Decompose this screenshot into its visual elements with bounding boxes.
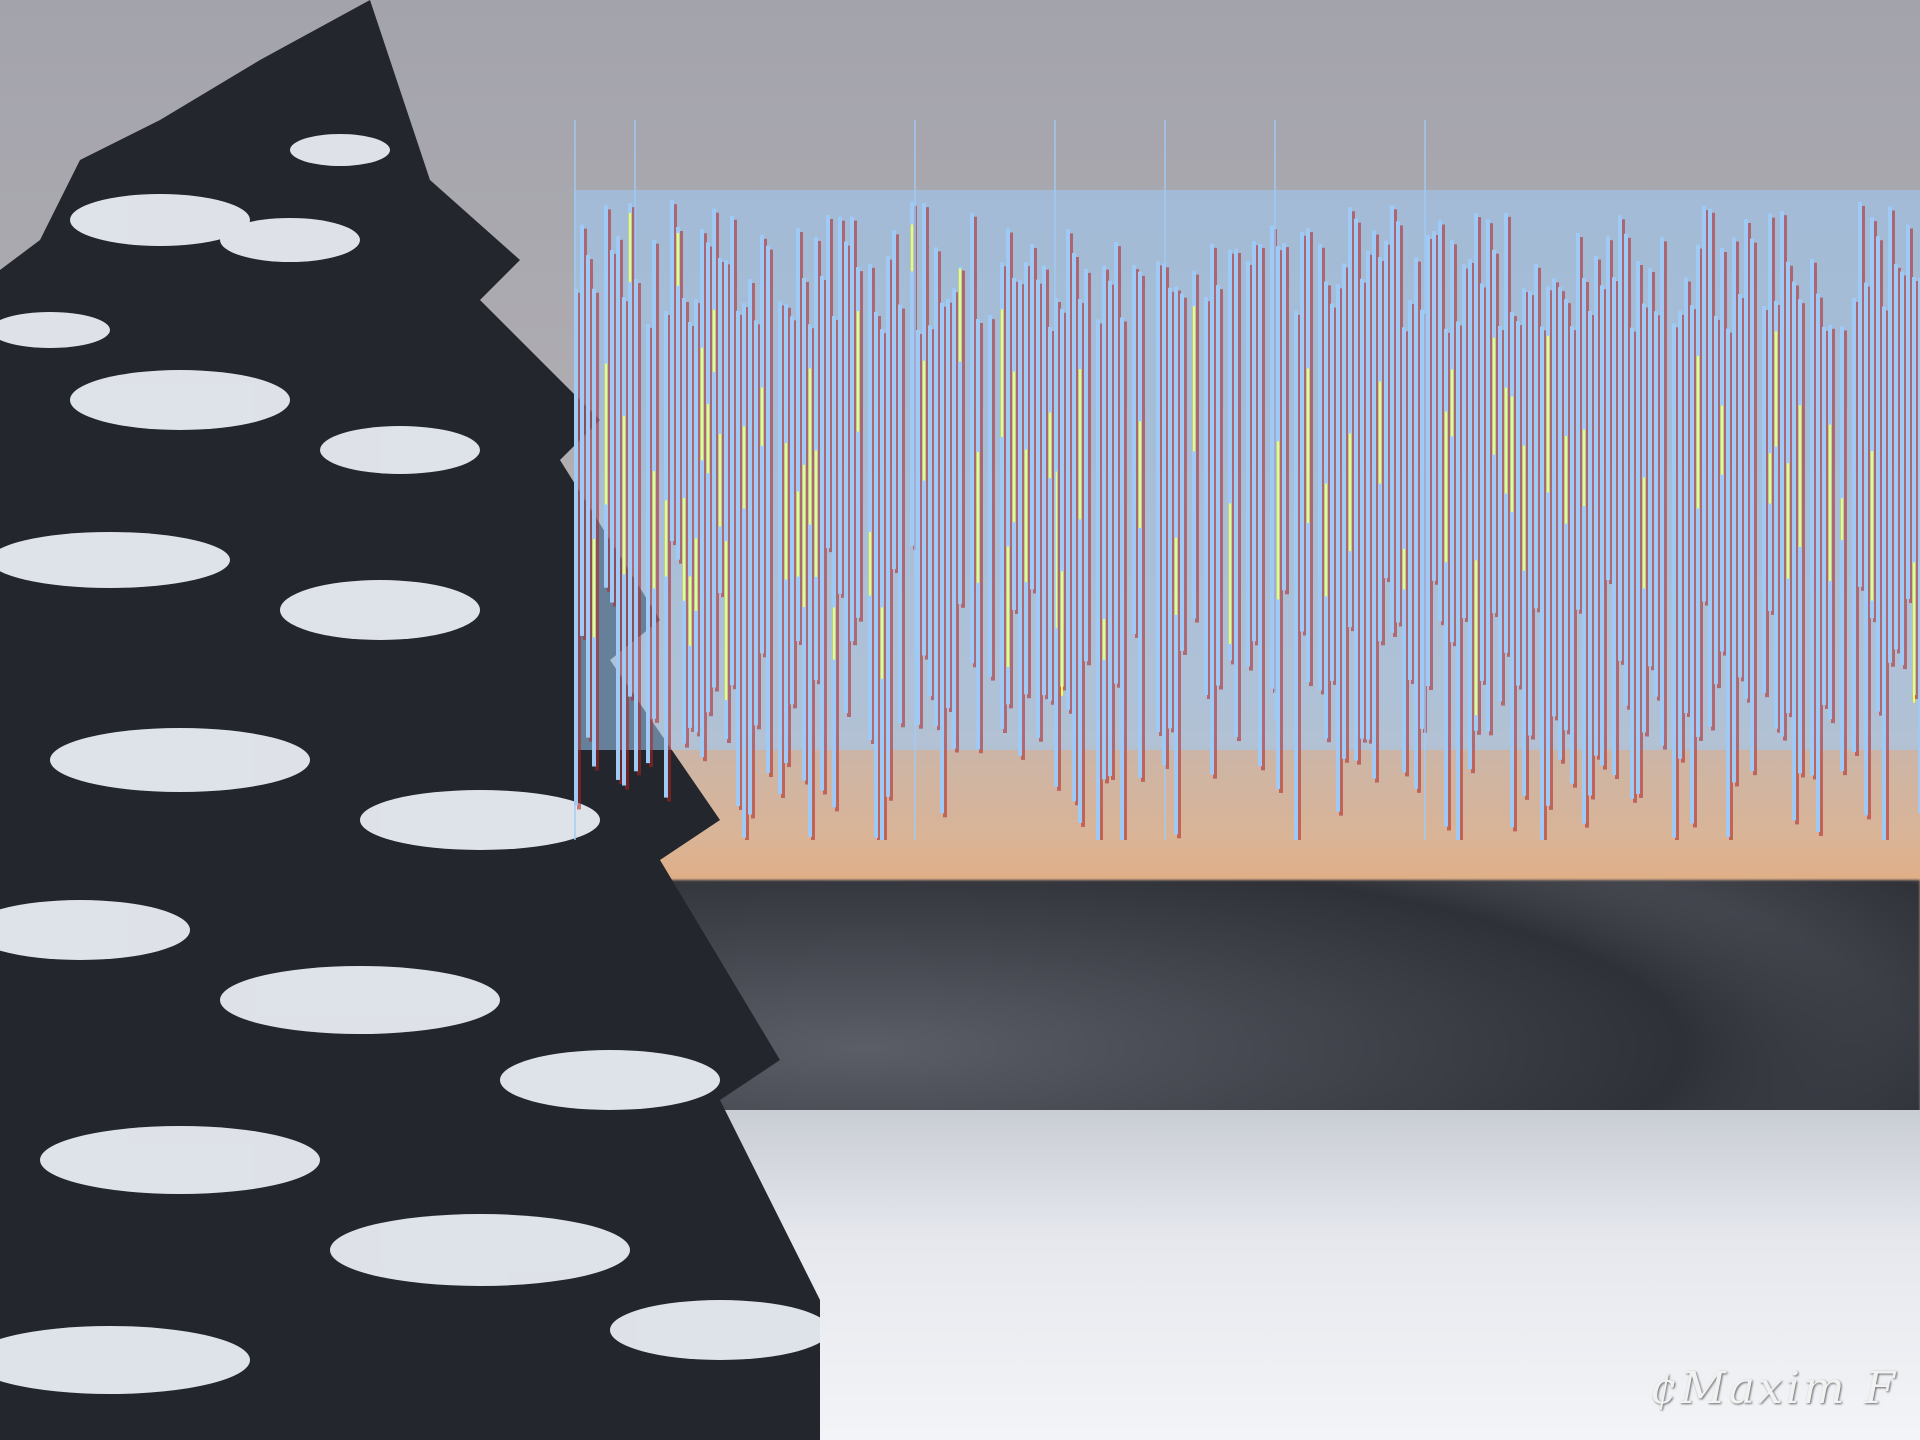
garbled-text-overlay — [574, 120, 1920, 840]
foreground-pine-tree — [0, 0, 820, 1440]
photographer-watermark: ¢Maxim F — [1649, 1363, 1898, 1414]
